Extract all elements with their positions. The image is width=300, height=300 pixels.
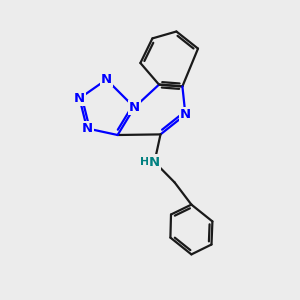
Text: N: N [81, 122, 93, 135]
Text: N: N [74, 92, 85, 105]
Text: N: N [101, 73, 112, 86]
Text: N: N [180, 108, 191, 121]
Text: N: N [149, 155, 160, 169]
Text: N: N [129, 101, 140, 114]
Text: H: H [140, 157, 149, 167]
